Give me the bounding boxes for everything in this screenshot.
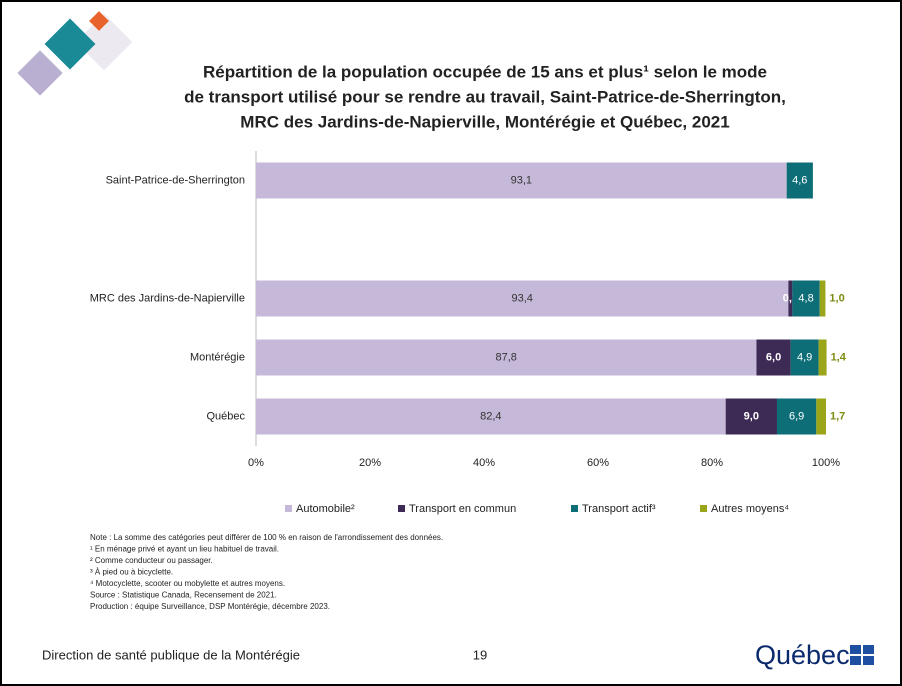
value-label: 1,4 (831, 351, 847, 363)
note: ¹ En ménage privé et ayant un lieu habit… (90, 545, 279, 554)
diamond (89, 11, 109, 31)
bar-segment (256, 339, 757, 376)
bar-segment (818, 339, 827, 376)
logo: Québec (755, 640, 850, 670)
note: ² Comme conducteur ou passager. (90, 556, 213, 565)
chart-title: Répartition de la population occupée de … (203, 62, 767, 81)
value-label: 1,0 (829, 292, 844, 304)
bar-segment (790, 339, 819, 376)
value-label: 1,7 (830, 410, 845, 422)
legend-label: Automobile² (296, 503, 355, 515)
note: Note : La somme des catégories peut diff… (90, 533, 443, 542)
logo-flag (850, 645, 874, 665)
y-tick-label: Québec (206, 410, 245, 422)
value-label: 87,8 (496, 351, 517, 363)
value-label: 93,4 (511, 292, 532, 304)
bar-segment (256, 398, 726, 435)
y-tick-label: MRC des Jardins-de-Napierville (90, 292, 245, 304)
x-tick-label: 100% (812, 457, 840, 469)
bar-segment (256, 280, 789, 317)
note: ³ À pied ou à bicyclette. (90, 568, 173, 577)
flag-part (850, 645, 861, 654)
legend-swatch (700, 505, 707, 512)
x-tick-label: 0% (248, 457, 264, 469)
flag-part (850, 656, 861, 665)
bar-segment (756, 339, 791, 376)
legend-label: Transport en commun (409, 503, 516, 515)
value-label: 9,0 (744, 410, 759, 422)
diamond (75, 13, 133, 71)
y-tick-label: Saint-Patrice-de-Sherrington (106, 174, 245, 186)
x-tick-label: 20% (359, 457, 381, 469)
bar-segment (786, 162, 813, 199)
legend-label: Transport actif³ (582, 503, 656, 515)
legend-swatch (571, 505, 578, 512)
note: Production : équipe Surveillance, DSP Mo… (90, 602, 330, 611)
note: ⁴ Motocyclette, scooter ou mobylette et … (90, 579, 285, 588)
value-label: 6,9 (789, 410, 804, 422)
value-label: 82,4 (480, 410, 501, 422)
legend-label: Autres moyens⁴ (711, 503, 789, 515)
value-label: 6,0 (766, 351, 781, 363)
bar-segment (792, 280, 820, 317)
flag-part (863, 656, 874, 665)
bar-segment (816, 398, 826, 435)
legend-swatch (285, 505, 292, 512)
note: Source : Statistique Canada, Recensement… (90, 591, 277, 600)
bar-segment (725, 398, 777, 435)
legend-swatch (398, 505, 405, 512)
chart-title: de transport utilisé pour se rendre au t… (184, 87, 786, 106)
page-number: 19 (473, 647, 487, 662)
x-tick-label: 80% (701, 457, 723, 469)
decoration (17, 11, 133, 96)
x-tick-label: 60% (587, 457, 609, 469)
bar-segment (788, 280, 793, 317)
value-label: 4,9 (797, 351, 812, 363)
chart-title: MRC des Jardins-de-Napierville, Montérég… (240, 112, 729, 131)
diamond (44, 18, 96, 70)
x-tick-label: 40% (473, 457, 495, 469)
y-tick-label: Montérégie (190, 351, 245, 363)
bar-segment (819, 280, 826, 317)
bar-segment (256, 162, 787, 199)
value-label: 93,1 (511, 174, 532, 186)
bar-segment (776, 398, 817, 435)
value-label: 4,8 (798, 292, 813, 304)
value-label: 4,6 (792, 174, 807, 186)
footer-organization: Direction de santé publique de la Montér… (42, 647, 300, 662)
flag-part (863, 645, 874, 654)
